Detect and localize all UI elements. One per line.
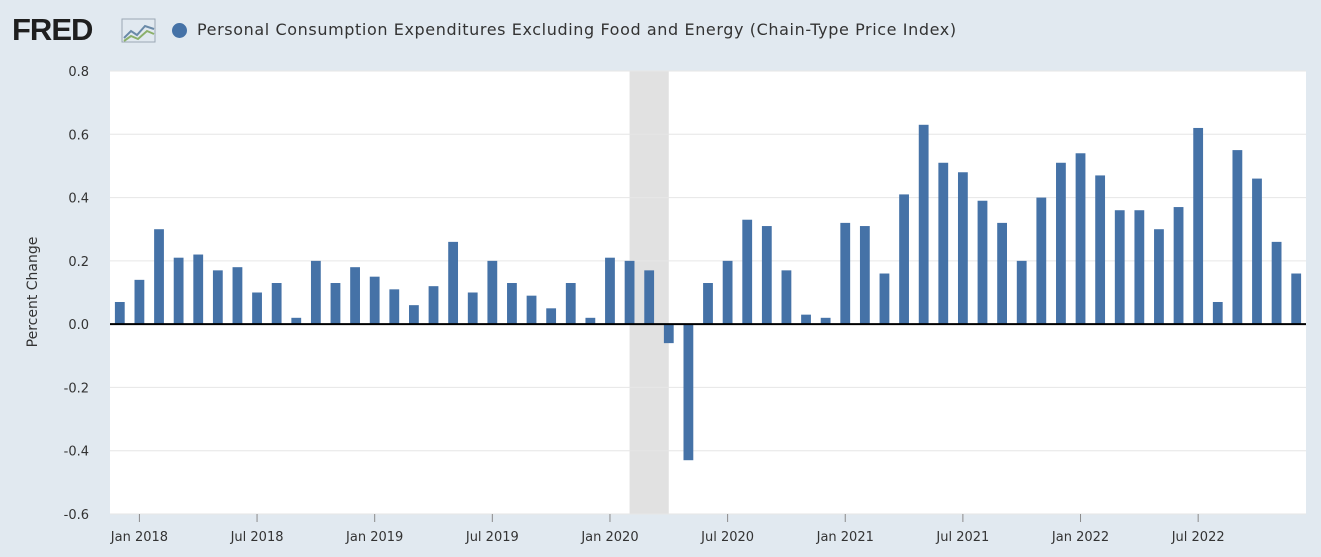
bar[interactable] bbox=[1154, 229, 1164, 325]
bar[interactable] bbox=[173, 257, 184, 325]
x-tick-label: Jan 2021 bbox=[816, 530, 874, 545]
bar[interactable] bbox=[154, 229, 164, 325]
y-tick-label: 0.0 bbox=[68, 318, 89, 333]
bar[interactable] bbox=[781, 270, 792, 325]
bar[interactable] bbox=[742, 219, 753, 325]
bar[interactable] bbox=[1016, 260, 1027, 325]
bar[interactable] bbox=[663, 324, 674, 344]
bar[interactable] bbox=[938, 162, 949, 325]
bar[interactable] bbox=[840, 222, 851, 325]
x-tick-label: Jul 2018 bbox=[230, 530, 284, 545]
y-tick-label: 0.2 bbox=[68, 255, 89, 270]
bar[interactable] bbox=[801, 314, 811, 325]
bar[interactable] bbox=[271, 283, 282, 325]
chart-header: FRED Personal Consumption Expenditures E… bbox=[0, 0, 1321, 64]
bar[interactable] bbox=[252, 292, 262, 325]
bar[interactable] bbox=[997, 222, 1007, 325]
bar[interactable] bbox=[899, 194, 909, 325]
bar[interactable] bbox=[350, 267, 360, 325]
bar[interactable] bbox=[448, 241, 459, 325]
bar[interactable] bbox=[1036, 197, 1047, 325]
bar[interactable] bbox=[330, 283, 341, 325]
legend-label[interactable]: Personal Consumption Expenditures Exclud… bbox=[197, 20, 957, 39]
y-tick-label: 0.4 bbox=[68, 192, 89, 207]
bar[interactable] bbox=[193, 254, 204, 325]
x-tick-label: Jan 2018 bbox=[110, 530, 168, 545]
bar[interactable] bbox=[624, 260, 635, 325]
bar[interactable] bbox=[1212, 301, 1223, 325]
bar[interactable] bbox=[1291, 273, 1302, 325]
bar[interactable] bbox=[977, 200, 988, 325]
x-tick-label: Jul 2019 bbox=[465, 530, 519, 545]
bar[interactable] bbox=[1075, 153, 1086, 325]
bar[interactable] bbox=[409, 305, 419, 325]
x-tick-label: Jul 2020 bbox=[700, 530, 754, 545]
bar[interactable] bbox=[565, 283, 576, 325]
bar[interactable] bbox=[134, 279, 145, 325]
bar[interactable] bbox=[1134, 210, 1145, 325]
x-tick-label: Jul 2022 bbox=[1171, 530, 1225, 545]
y-tick-label: -0.6 bbox=[64, 508, 89, 523]
bar[interactable] bbox=[507, 283, 517, 325]
bar[interactable] bbox=[310, 260, 321, 325]
bar[interactable] bbox=[1056, 162, 1066, 325]
legend-marker[interactable] bbox=[172, 23, 187, 38]
y-tick-label: -0.4 bbox=[64, 445, 89, 460]
y-tick-label: 0.6 bbox=[68, 128, 89, 143]
bar[interactable] bbox=[918, 124, 929, 325]
x-tick-label: Jan 2022 bbox=[1051, 530, 1109, 545]
bar[interactable] bbox=[467, 292, 478, 325]
y-tick-label: -0.2 bbox=[64, 381, 89, 396]
bar[interactable] bbox=[546, 308, 557, 325]
bar[interactable] bbox=[428, 286, 439, 325]
bar[interactable] bbox=[703, 283, 713, 325]
bar[interactable] bbox=[761, 226, 772, 325]
bar[interactable] bbox=[1271, 241, 1282, 325]
bar[interactable] bbox=[232, 267, 243, 325]
bar[interactable] bbox=[605, 257, 615, 325]
bar[interactable] bbox=[369, 276, 380, 325]
line-chart-icon bbox=[121, 18, 156, 43]
bar[interactable] bbox=[683, 324, 694, 461]
y-axis-title: Percent Change bbox=[25, 237, 41, 348]
bar[interactable] bbox=[526, 295, 537, 325]
bar[interactable] bbox=[879, 273, 890, 325]
bar[interactable] bbox=[644, 270, 655, 325]
bar[interactable] bbox=[114, 301, 125, 325]
bar[interactable] bbox=[487, 260, 498, 325]
bar[interactable] bbox=[1252, 178, 1262, 325]
bar[interactable] bbox=[859, 226, 870, 325]
bar[interactable] bbox=[957, 172, 968, 325]
bar[interactable] bbox=[1232, 150, 1243, 325]
x-tick-label: Jul 2021 bbox=[935, 530, 989, 545]
x-tick-label: Jan 2020 bbox=[580, 530, 638, 545]
bar[interactable] bbox=[389, 289, 400, 325]
y-tick-label: 0.8 bbox=[68, 65, 89, 80]
bar[interactable] bbox=[1095, 175, 1106, 325]
bar[interactable] bbox=[585, 317, 596, 325]
bar[interactable] bbox=[1173, 207, 1184, 325]
bar[interactable] bbox=[1114, 210, 1125, 325]
fred-logo[interactable]: FRED bbox=[12, 12, 93, 47]
bar[interactable] bbox=[1193, 127, 1204, 325]
bar[interactable] bbox=[291, 317, 302, 325]
bar[interactable] bbox=[722, 260, 733, 325]
bar[interactable] bbox=[212, 270, 223, 325]
bar[interactable] bbox=[820, 317, 831, 325]
x-tick-label: Jan 2019 bbox=[345, 530, 403, 545]
